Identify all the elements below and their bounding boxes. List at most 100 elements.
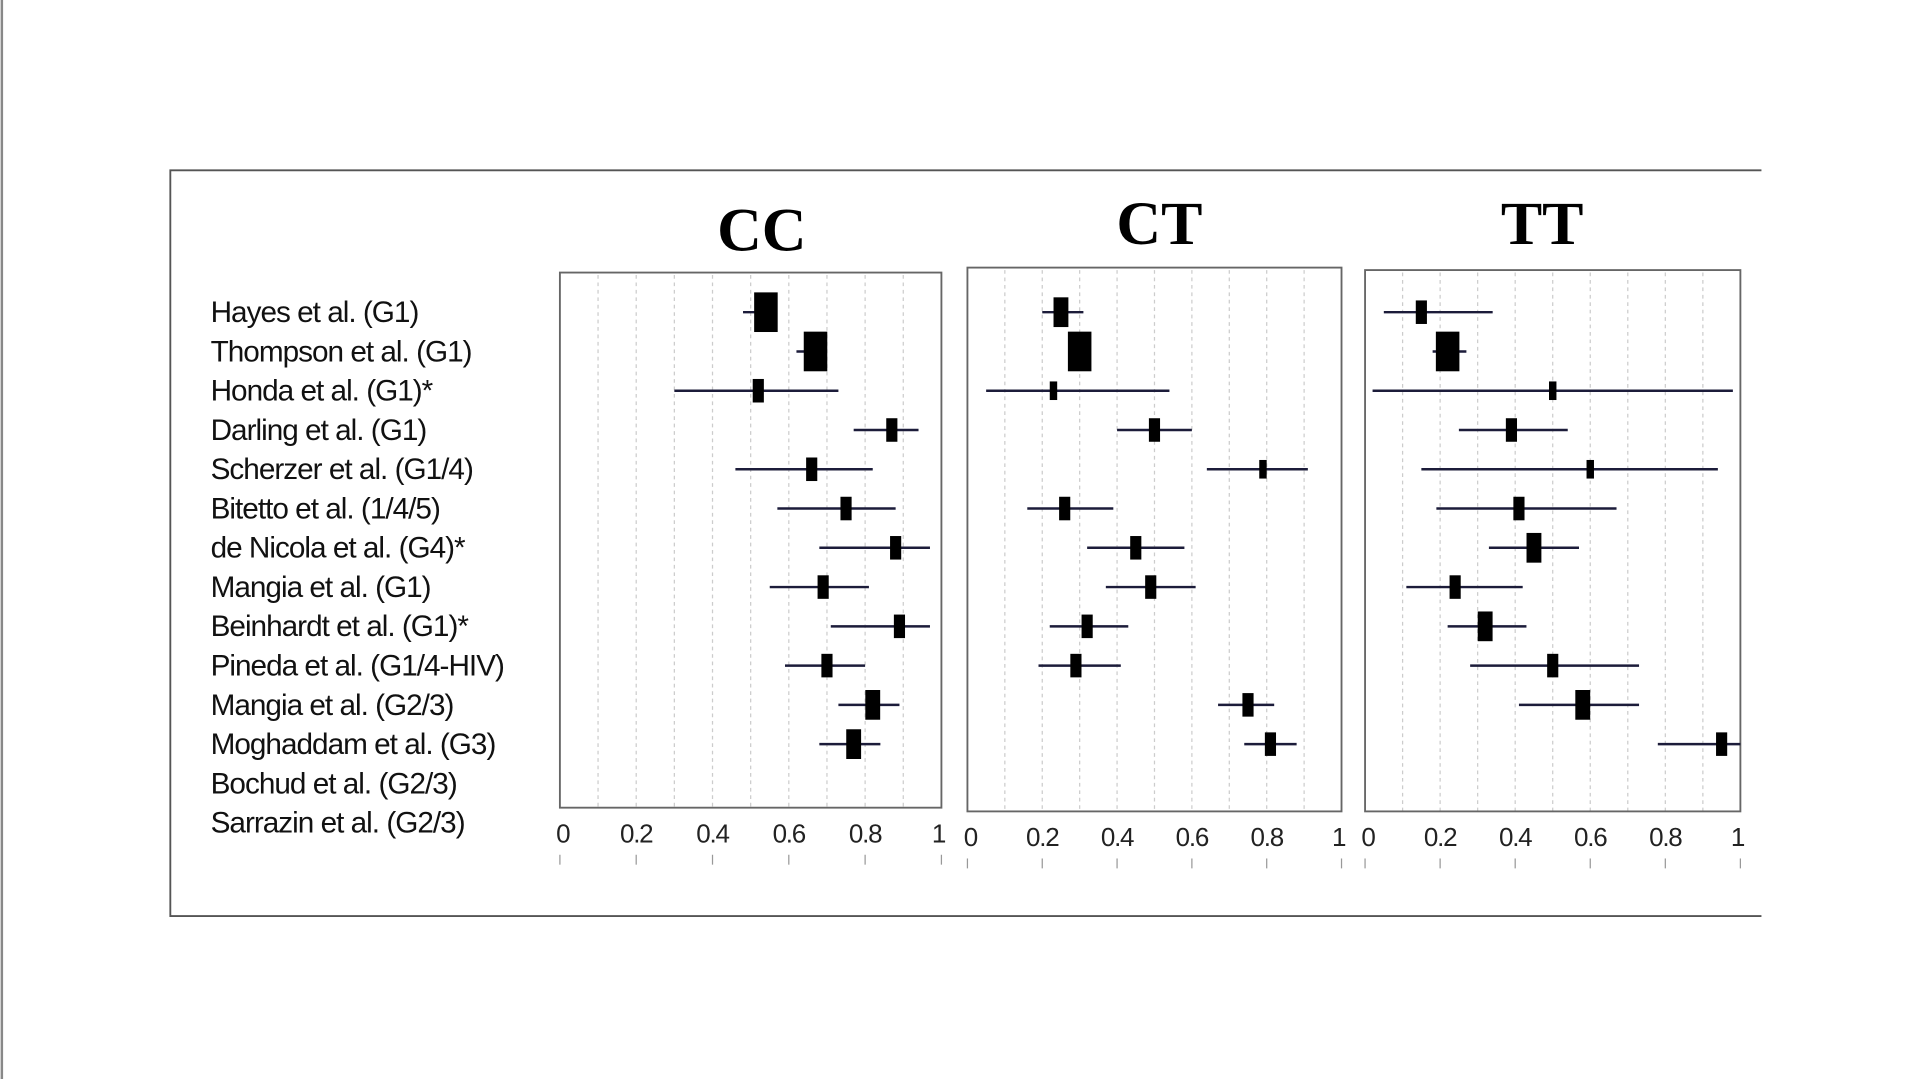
study-estimate [1518,690,1640,720]
point-estimate-box [1130,536,1142,560]
study-estimate [1038,653,1121,678]
study-estimate [1470,653,1640,678]
study-estimate [1488,532,1579,563]
panels: CC 0 0.2 0.4 0.6 0.8 1 CT 0 0.2 0.4 0.6 0.8 1 TT 0 0.2 0.… [556,190,1746,869]
x-tick-label: 1 [1731,822,1745,852]
study-label: Bitetto et al. (1/4/5) [211,492,440,525]
study-label: Hayes et al. (G1) [211,296,419,329]
point-estimate-box [1526,532,1542,563]
study-estimate [1383,300,1493,324]
study-estimate [1105,575,1196,599]
study-estimate [838,690,900,720]
study-estimate [1458,418,1568,442]
study-estimate [1087,536,1185,560]
study-estimate [769,575,869,599]
study-estimate [830,614,930,639]
study-estimate [1244,732,1297,756]
point-estimate-box [840,496,852,521]
study-estimate [853,418,919,442]
study-estimate [1436,496,1617,521]
study-estimate [819,729,881,759]
x-tick-label: 0.8 [1649,822,1682,852]
x-tick-label: 1 [932,818,946,848]
point-estimate-box [1049,381,1058,401]
x-tick-label: 1 [1332,822,1346,852]
study-estimate [1447,611,1527,642]
study-label: de Nicola et al. (G4)* [211,532,466,565]
point-estimate-box [1716,732,1728,756]
study-estimate [986,381,1170,401]
panel-cc: CC 0 0.2 0.4 0.6 0.8 1 [556,196,947,865]
x-tick-label: 0.4 [1499,822,1532,852]
point-estimate-box [803,331,828,372]
study-estimate [1421,459,1718,479]
x-tick-label: 0.6 [1574,822,1607,852]
study-estimate [674,378,839,403]
x-tick-label: 0.8 [849,818,882,848]
panel-ct: CT 0 0.2 0.4 0.6 0.8 1 [964,190,1347,869]
panel-title: CC [717,196,806,264]
panel-tt: TT 0 0.2 0.4 0.6 0.8 1 [1361,190,1746,869]
study-label: Sarrazin et al. (G2/3) [211,807,465,840]
panel-frame [1364,269,1742,813]
point-estimate-box [1513,496,1525,521]
point-estimate-box [1549,381,1557,401]
study-label: Mangia et al. (G1) [211,571,431,604]
study-label: Honda et al. (G1)* [211,375,434,408]
point-estimate-box [1259,459,1267,479]
panel-frame [966,266,1343,813]
x-tick-label: 0 [964,822,978,852]
study-estimate [784,653,866,678]
study-label: Moghaddam et al. (G3) [211,728,496,761]
point-estimate-box [1505,418,1518,442]
study-estimate [1049,614,1129,639]
point-estimate-box [893,614,906,639]
point-estimate-box [1242,693,1254,717]
point-estimate-box [1148,418,1161,442]
figure-frame [169,169,1762,917]
study-label: Beinhardt et al. (G1)* [211,610,470,643]
point-estimate-box [1053,297,1069,328]
x-tick-label: 0.8 [1250,822,1283,852]
point-estimate-box [886,418,898,442]
study-estimate [819,536,930,560]
point-estimate-box [1477,611,1493,642]
x-tick-label: 0.6 [1176,822,1209,852]
point-estimate-box [754,292,778,333]
study-estimate [777,496,896,521]
point-estimate-box [1586,459,1594,479]
study-label: Thompson et al. (G1) [211,335,472,368]
study-estimate [1372,381,1733,401]
study-estimate [1027,496,1114,521]
point-estimate-box [890,536,902,560]
point-estimate-box [1449,575,1461,599]
panel-title: TT [1501,190,1584,258]
study-estimate [735,457,873,482]
study-estimate [1206,459,1308,479]
study-label: Darling et al. (G1) [211,414,427,447]
x-tick-label: 0.2 [620,818,653,848]
study-estimate [1117,418,1192,442]
x-tick-label: 0.4 [1101,822,1134,852]
x-tick-label: 0 [1361,822,1375,852]
point-estimate-box [1081,614,1093,639]
point-estimate-box [1067,331,1092,372]
study-estimate [796,331,828,372]
point-estimate-box [1415,300,1427,324]
point-estimate-box [817,575,829,599]
point-estimate-box [1547,653,1559,678]
study-label: Pineda et al. (G1/4-HIV) [211,650,504,683]
study-estimate [1067,331,1092,372]
study-estimate [1218,693,1275,717]
point-estimate-box [1070,653,1082,678]
study-estimate [1042,297,1084,328]
point-estimate-box [821,653,833,678]
study-labels: Hayes et al. (G1) Thompson et al. (G1) Hon… [211,296,505,840]
study-estimate [1657,732,1741,756]
x-tick-label: 0.6 [773,818,806,848]
point-estimate-box [1059,496,1071,521]
panel-frame [558,271,943,809]
point-estimate-box [1435,331,1460,372]
point-estimate-box [752,378,764,403]
